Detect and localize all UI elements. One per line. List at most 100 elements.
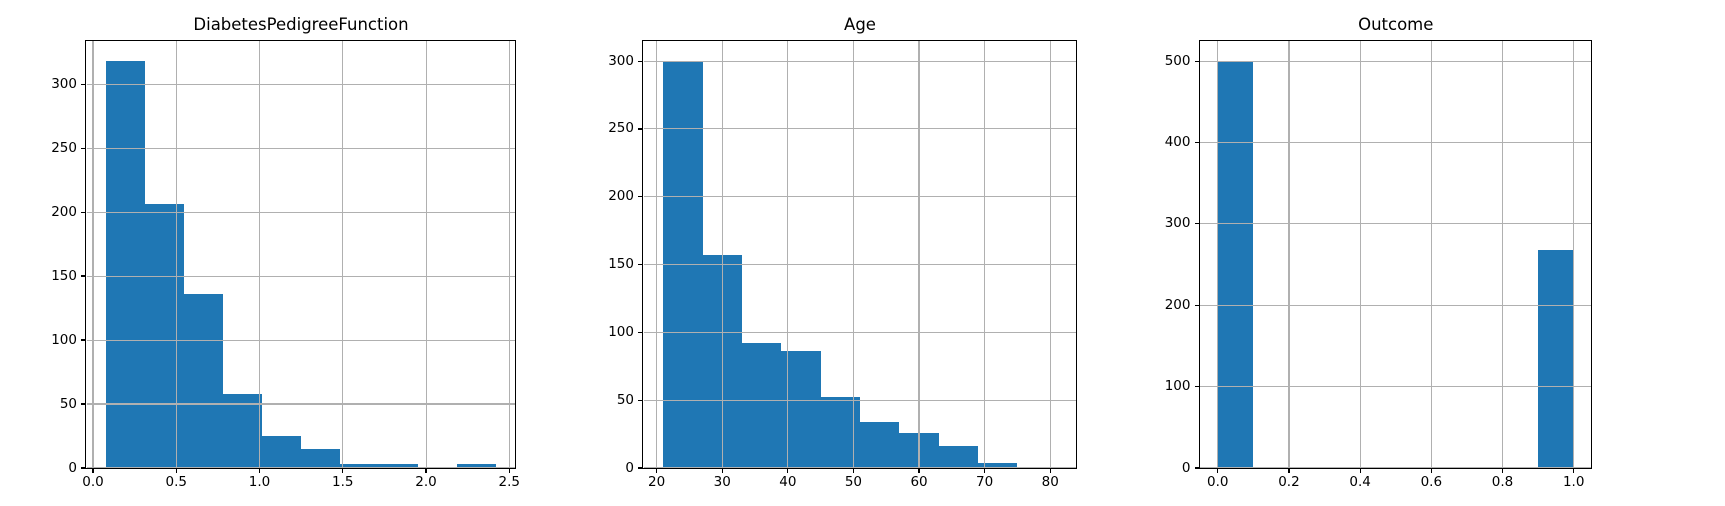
x-tick-mark — [342, 468, 344, 474]
y-tick-label: 0 — [68, 459, 77, 476]
x-tick-label: 0.0 — [1207, 474, 1229, 491]
y-tick-mark — [81, 211, 86, 213]
y-tick-mark — [81, 467, 86, 469]
histogram-bar — [938, 446, 979, 468]
histogram-bar — [145, 204, 184, 468]
histogram-bar — [741, 343, 782, 468]
x-tick-mark — [852, 468, 855, 474]
y-tick-label: 500 — [1164, 52, 1191, 69]
y-tick-mark — [638, 128, 643, 130]
x-tick-label: 1.0 — [248, 474, 271, 491]
x-tick-label: 30 — [713, 474, 731, 491]
x-tick-mark — [508, 468, 510, 474]
x-tick-label: 1.5 — [332, 474, 354, 491]
histogram-bar — [262, 436, 301, 468]
gridline — [984, 40, 986, 468]
gridline — [1200, 141, 1592, 144]
x-tick-label: 1.0 — [1562, 474, 1585, 491]
gridline — [643, 331, 1077, 333]
histogram-bar — [339, 464, 379, 468]
x-tick-mark — [258, 468, 261, 474]
chart-title: DiabetesPedigreeFunction — [193, 15, 409, 34]
y-tick-label: 100 — [608, 323, 634, 340]
x-tick-label: 2.0 — [415, 474, 437, 491]
gridline — [643, 264, 1077, 266]
histogram-bar — [301, 448, 340, 468]
y-tick-label: 300 — [1164, 215, 1191, 232]
x-tick-label: 70 — [976, 474, 994, 491]
y-tick-label: 250 — [608, 120, 634, 137]
histogram-bar — [378, 464, 418, 468]
chart-title: Age — [844, 15, 876, 34]
y-tick-label: 150 — [51, 267, 77, 284]
gridline — [1573, 40, 1575, 468]
x-tick-mark — [425, 468, 427, 474]
axes-frame — [1198, 39, 1593, 469]
x-tick-mark — [721, 468, 723, 474]
x-tick-label: 0.4 — [1349, 474, 1371, 491]
gridline — [643, 60, 1077, 62]
x-tick-mark — [1359, 468, 1361, 474]
gridline — [1049, 40, 1051, 468]
gridline — [656, 40, 658, 468]
x-tick-mark — [92, 468, 94, 474]
gridline — [1200, 60, 1592, 62]
gridline — [342, 40, 344, 468]
histogram-bar — [1538, 249, 1574, 468]
x-tick-mark — [984, 468, 986, 474]
x-tick-label: 0.5 — [165, 474, 188, 491]
histogram-bar — [456, 464, 496, 468]
gridline — [787, 40, 789, 468]
y-tick-label: 150 — [608, 256, 634, 273]
histogram-bar — [1217, 61, 1254, 468]
y-tick-label: 200 — [608, 188, 634, 205]
y-tick-mark — [81, 83, 86, 85]
x-tick-label: 40 — [779, 474, 797, 491]
y-tick-mark — [638, 399, 643, 401]
gridline — [918, 40, 920, 468]
x-tick-label: 50 — [844, 474, 863, 491]
gridline — [86, 339, 516, 341]
x-tick-mark — [1217, 468, 1219, 474]
x-tick-label: 0.0 — [82, 474, 104, 491]
gridline — [1200, 304, 1592, 306]
gridline — [258, 40, 261, 468]
gridline — [86, 275, 516, 277]
y-tick-label: 0 — [1181, 459, 1191, 476]
axes-frame — [85, 39, 517, 469]
gridline — [86, 147, 516, 149]
y-tick-label: 100 — [51, 331, 77, 348]
gridline — [425, 40, 427, 468]
histogram-bar — [1017, 466, 1057, 468]
histogram-bar — [417, 466, 457, 468]
gridline — [1359, 40, 1361, 468]
y-tick-mark — [638, 60, 643, 62]
gridline — [1288, 40, 1290, 468]
x-tick-mark — [1501, 468, 1504, 474]
gridline — [1501, 40, 1504, 468]
gridline — [721, 40, 723, 468]
y-tick-mark — [1194, 223, 1200, 225]
y-tick-mark — [81, 147, 86, 149]
histogram-bar — [978, 462, 1018, 468]
x-tick-label: 2.5 — [498, 474, 521, 491]
x-tick-mark — [1430, 468, 1432, 474]
y-tick-label: 400 — [1164, 134, 1191, 150]
gridline — [175, 40, 177, 468]
y-tick-label: 0 — [625, 459, 634, 476]
gridline — [852, 40, 854, 468]
y-tick-label: 200 — [1164, 296, 1191, 313]
x-tick-label: 0.8 — [1491, 474, 1514, 491]
y-tick-label: 50 — [616, 391, 634, 408]
gridline — [86, 211, 516, 213]
y-tick-label: 50 — [59, 395, 77, 412]
y-tick-mark — [81, 275, 86, 277]
gridline — [86, 403, 516, 405]
x-tick-mark — [1049, 468, 1051, 474]
y-tick-mark — [1194, 467, 1200, 469]
gridline — [643, 128, 1077, 130]
